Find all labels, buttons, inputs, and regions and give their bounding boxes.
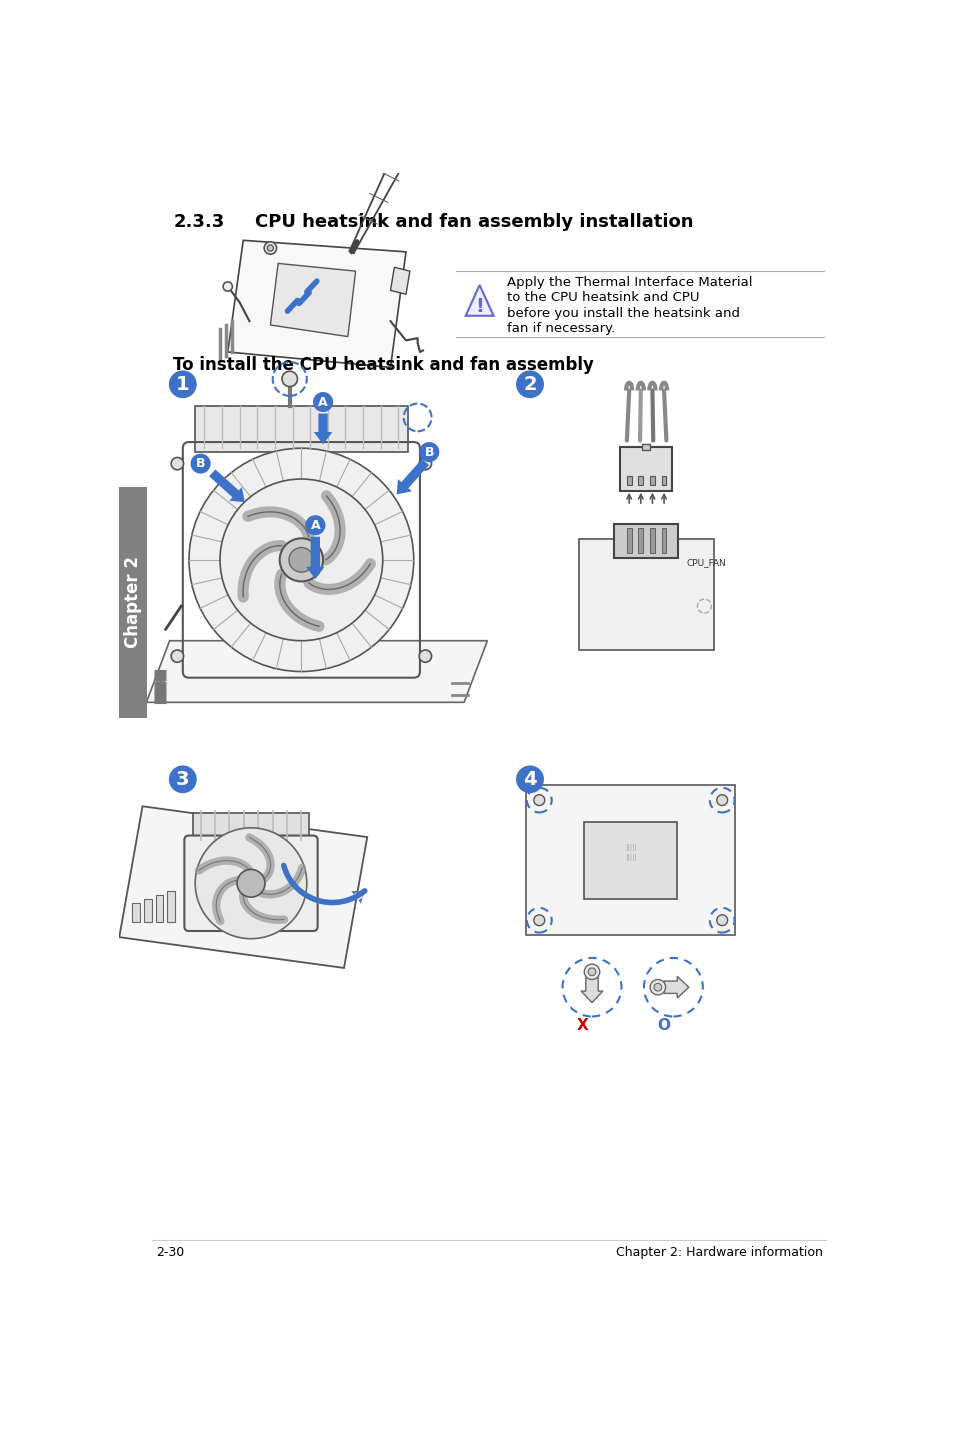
Bar — [626, 528, 631, 554]
Bar — [132, 903, 140, 922]
FancyBboxPatch shape — [614, 523, 678, 558]
Bar — [195, 406, 407, 452]
Polygon shape — [146, 641, 487, 702]
Circle shape — [649, 979, 665, 995]
Polygon shape — [396, 459, 429, 495]
Text: 4: 4 — [522, 769, 537, 789]
Text: B: B — [424, 446, 434, 459]
FancyBboxPatch shape — [184, 835, 317, 930]
Text: B: B — [195, 457, 205, 470]
Polygon shape — [390, 267, 410, 295]
Circle shape — [418, 650, 431, 663]
Circle shape — [313, 393, 333, 413]
Text: before you install the heatsink and: before you install the heatsink and — [506, 306, 739, 319]
Circle shape — [189, 449, 414, 672]
Circle shape — [418, 457, 431, 470]
Circle shape — [279, 538, 323, 581]
FancyBboxPatch shape — [619, 447, 672, 492]
Circle shape — [716, 915, 727, 926]
Bar — [583, 821, 677, 899]
Polygon shape — [209, 469, 245, 502]
Bar — [193, 814, 309, 844]
Polygon shape — [314, 414, 332, 444]
Circle shape — [716, 795, 727, 805]
Bar — [167, 892, 174, 922]
Circle shape — [267, 244, 274, 252]
Text: 2: 2 — [522, 375, 537, 394]
Bar — [649, 476, 654, 485]
Circle shape — [191, 453, 211, 473]
Text: A: A — [310, 519, 320, 532]
Circle shape — [220, 479, 382, 641]
Text: Chapter 2: Hardware information: Chapter 2: Hardware information — [616, 1245, 822, 1258]
Bar — [661, 476, 666, 485]
Text: A: A — [318, 395, 328, 408]
Circle shape — [169, 371, 196, 398]
Circle shape — [587, 968, 596, 975]
Circle shape — [516, 765, 543, 794]
FancyBboxPatch shape — [119, 486, 147, 718]
Polygon shape — [525, 785, 735, 935]
Circle shape — [169, 765, 196, 794]
Text: 2-30: 2-30 — [156, 1245, 185, 1258]
Bar — [144, 899, 152, 922]
Circle shape — [171, 650, 183, 663]
Text: fan if necessary.: fan if necessary. — [506, 322, 615, 335]
Text: Apply the Thermal Interface Material: Apply the Thermal Interface Material — [506, 276, 752, 289]
Circle shape — [654, 984, 661, 991]
Circle shape — [583, 963, 599, 979]
Text: Chapter 2: Chapter 2 — [124, 557, 142, 649]
Polygon shape — [465, 285, 493, 316]
FancyBboxPatch shape — [641, 443, 649, 450]
Circle shape — [305, 515, 325, 535]
FancyBboxPatch shape — [578, 539, 713, 650]
Circle shape — [264, 242, 276, 255]
Circle shape — [171, 457, 183, 470]
Polygon shape — [580, 978, 602, 1002]
Bar — [638, 528, 642, 554]
Text: !: ! — [475, 298, 483, 316]
Circle shape — [236, 870, 265, 897]
Circle shape — [418, 441, 439, 462]
Polygon shape — [663, 976, 688, 998]
Circle shape — [289, 548, 314, 572]
Circle shape — [534, 915, 544, 926]
Bar — [661, 528, 666, 554]
Text: To install the CPU heatsink and fan assembly: To install the CPU heatsink and fan asse… — [173, 355, 594, 374]
Text: CPU_FAN: CPU_FAN — [686, 558, 725, 567]
Text: to the CPU heatsink and CPU: to the CPU heatsink and CPU — [506, 290, 699, 305]
Polygon shape — [270, 263, 355, 336]
Bar — [626, 476, 631, 485]
Polygon shape — [306, 536, 324, 580]
Text: 3: 3 — [176, 769, 190, 789]
Polygon shape — [228, 240, 406, 367]
Circle shape — [195, 828, 307, 939]
Polygon shape — [119, 807, 367, 968]
Text: |||||
|||||: ||||| ||||| — [624, 844, 636, 861]
Text: O: O — [657, 1018, 670, 1034]
Text: 2.3.3: 2.3.3 — [173, 213, 225, 232]
Circle shape — [223, 282, 233, 290]
Text: X: X — [577, 1018, 588, 1034]
Bar — [638, 476, 642, 485]
Bar — [155, 894, 163, 922]
Polygon shape — [351, 890, 364, 903]
Circle shape — [534, 795, 544, 805]
Text: 1: 1 — [175, 375, 190, 394]
Circle shape — [282, 371, 297, 387]
Bar — [649, 528, 654, 554]
Text: CPU heatsink and fan assembly installation: CPU heatsink and fan assembly installati… — [254, 213, 693, 232]
Circle shape — [516, 371, 543, 398]
